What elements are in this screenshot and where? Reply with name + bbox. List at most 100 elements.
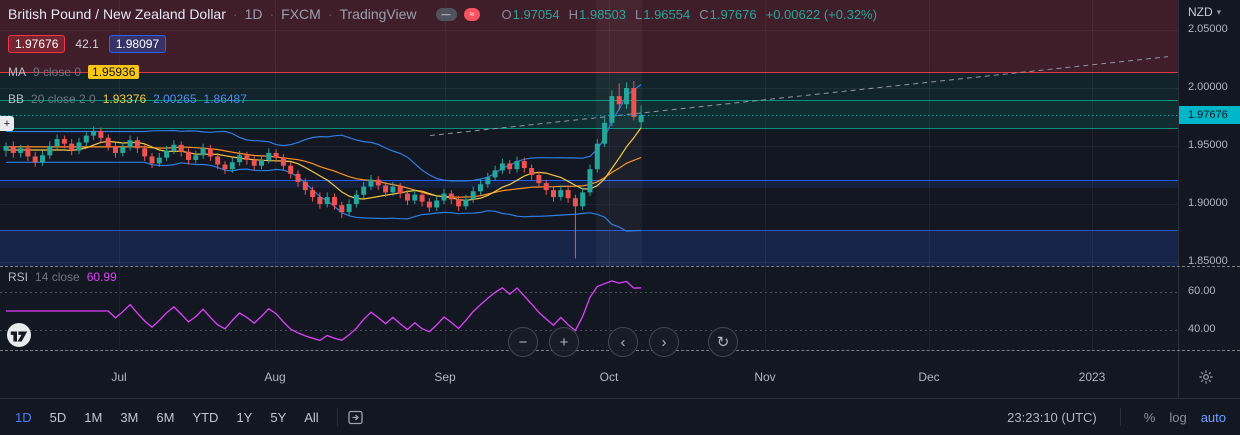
toolbar-right-group: 23:23:10 (UTC) % log auto <box>1007 408 1226 426</box>
bottom-toolbar: 1D 5D 1M 3M 6M YTD 1Y 5Y All 23:23:10 (UTC) % lo… <box>0 398 1240 435</box>
open-label: O <box>501 6 512 22</box>
bb-indicator-name[interactable]: BB <box>8 92 25 106</box>
price-scale-tick: 2.00000 <box>1188 81 1228 93</box>
ma-indicator-value: 1.95936 <box>88 65 140 79</box>
range-button-1y[interactable]: 1Y <box>236 409 253 425</box>
exchange-label[interactable]: FXCM <box>281 6 321 22</box>
ma9-line <box>6 127 642 202</box>
range-button-3m[interactable]: 3M <box>120 409 139 425</box>
rsi-indicator-params: 14 close <box>35 270 80 284</box>
price-zone <box>0 99 1178 129</box>
range-button-1m[interactable]: 1M <box>84 409 103 425</box>
toolbar-divider <box>1119 408 1121 426</box>
toolbar-divider <box>336 408 338 426</box>
percent-scale-button[interactable]: % <box>1143 409 1156 425</box>
bb-lower-line <box>6 161 642 232</box>
time-scale[interactable]: Jul Aug Sep Oct Nov Dec 2023 <box>0 350 1178 398</box>
price-zone <box>0 0 1178 72</box>
rsi-line <box>6 280 642 342</box>
interval-label[interactable]: 1D <box>244 6 263 22</box>
chart-header: British Pound / New Zealand Dollar · 1D … <box>8 5 877 23</box>
date-range-selector: 1D 5D 1M 3M 6M YTD 1Y 5Y All <box>6 407 328 428</box>
bb-upper-line <box>6 84 642 182</box>
change-value: +0.00622 (+0.32%) <box>765 6 877 22</box>
order-price-badge[interactable]: 1.98097 <box>108 35 167 53</box>
auto-scale-button[interactable]: auto <box>1200 409 1226 425</box>
scroll-left-button[interactable]: ‹ <box>608 327 638 357</box>
range-button-ytd[interactable]: YTD <box>192 409 219 425</box>
rsi-scale-tick: 40.00 <box>1188 323 1216 335</box>
bb-lower-value: 1.86487 <box>203 92 247 106</box>
high-label: H <box>568 6 578 22</box>
high-value: 1.98503 <box>579 6 626 22</box>
symbol-title[interactable]: British Pound / New Zealand Dollar <box>8 6 226 22</box>
trendline <box>429 56 1169 137</box>
bb-basis-value: 1.93376 <box>102 92 147 106</box>
time-axis-label: Dec <box>918 370 940 384</box>
ma-indicator-legend: MA 9 close 0 1.95936 <box>8 65 140 79</box>
currency-label: NZD <box>1188 5 1213 19</box>
reset-view-button[interactable]: ↻ <box>708 327 738 357</box>
caret-down-icon: ▾ <box>1216 6 1222 17</box>
gear-icon[interactable] <box>1198 369 1214 390</box>
rsi-indicator-value: 60.99 <box>86 270 117 284</box>
separator-dot: · <box>269 6 275 22</box>
go-to-date-button[interactable] <box>347 409 364 426</box>
ohlc-readout: O1.97054 H1.98503 L1.96554 C1.97676 +0.0… <box>501 7 876 22</box>
time-axis-label: Nov <box>754 370 776 384</box>
range-button-5d[interactable]: 5D <box>49 409 67 425</box>
current-price-tag: 1.97676 <box>1179 105 1240 124</box>
alert-price-badge[interactable]: 1.97676 <box>8 35 66 53</box>
price-scale-tick: 2.05000 <box>1188 23 1228 35</box>
range-button-6m[interactable]: 6M <box>156 409 175 425</box>
zoom-in-button[interactable]: + <box>549 327 579 357</box>
rsi-indicator-name[interactable]: RSI <box>8 270 29 284</box>
range-button-5y[interactable]: 5Y <box>270 409 287 425</box>
rsi-indicator-legend: RSI 14 close 60.99 <box>8 270 117 284</box>
time-axis-label: 2023 <box>1078 370 1106 384</box>
range-button-1d[interactable]: 1D <box>15 409 32 425</box>
price-zone <box>0 71 1178 100</box>
time-axis-label: Sep <box>434 370 456 384</box>
price-badge-row: 1.97676 42.1 1.98097 <box>8 35 167 53</box>
log-scale-button[interactable]: log <box>1169 409 1187 425</box>
spread-value: 42.1 <box>75 37 99 51</box>
chart-marker-icon[interactable]: + <box>0 116 14 131</box>
price-scale-tick: 1.90000 <box>1188 197 1228 209</box>
close-value: 1.97676 <box>709 6 757 22</box>
zoom-out-button[interactable]: − <box>508 327 538 357</box>
time-axis-label: Jul <box>111 370 127 384</box>
bb-indicator-legend: BB 20 close 2 0 1.93376 2.00265 1.86487 <box>8 92 247 106</box>
bb-upper-value: 2.00265 <box>153 92 197 106</box>
grey-status-pill-icon[interactable]: — <box>435 7 457 21</box>
bb-basis-line <box>6 146 642 198</box>
time-axis-label: Oct <box>599 370 619 384</box>
currency-selector[interactable]: NZD ▾ <box>1188 5 1221 19</box>
rsi-scale-tick: 60.00 <box>1188 285 1216 297</box>
chart-navigation-controls: − + ‹ › ↻ <box>508 327 749 357</box>
price-scale-tick: 1.95000 <box>1188 139 1228 151</box>
time-axis-label: Aug <box>264 370 286 384</box>
scroll-right-button[interactable]: › <box>649 327 679 357</box>
ma-indicator-params: 9 close 0 <box>33 65 82 79</box>
separator-dot: · <box>327 6 333 22</box>
close-label: C <box>699 6 709 22</box>
range-button-all[interactable]: All <box>304 409 319 425</box>
price-scale-tick: 1.85000 <box>1188 255 1228 267</box>
tradingview-logo[interactable] <box>6 322 32 353</box>
red-status-pill-icon[interactable]: ≈ <box>463 7 481 21</box>
bb-indicator-params: 20 close 2 0 <box>31 92 96 106</box>
plus-icon: + <box>3 117 11 130</box>
low-label: L <box>635 6 643 22</box>
separator-dot: · <box>232 6 238 22</box>
pane-separator[interactable] <box>0 266 1240 267</box>
open-value: 1.97054 <box>512 6 560 22</box>
ma-indicator-name[interactable]: MA <box>8 65 26 79</box>
low-value: 1.96554 <box>643 6 691 22</box>
chart-canvas[interactable] <box>0 0 1178 350</box>
brand-label[interactable]: TradingView <box>339 6 417 22</box>
clock[interactable]: 23:23:10 (UTC) <box>1007 409 1097 425</box>
price-scale[interactable]: NZD ▾ 2.05000 2.00000 1.95000 1.90000 1.8500… <box>1178 0 1240 398</box>
price-zone <box>0 229 1178 266</box>
